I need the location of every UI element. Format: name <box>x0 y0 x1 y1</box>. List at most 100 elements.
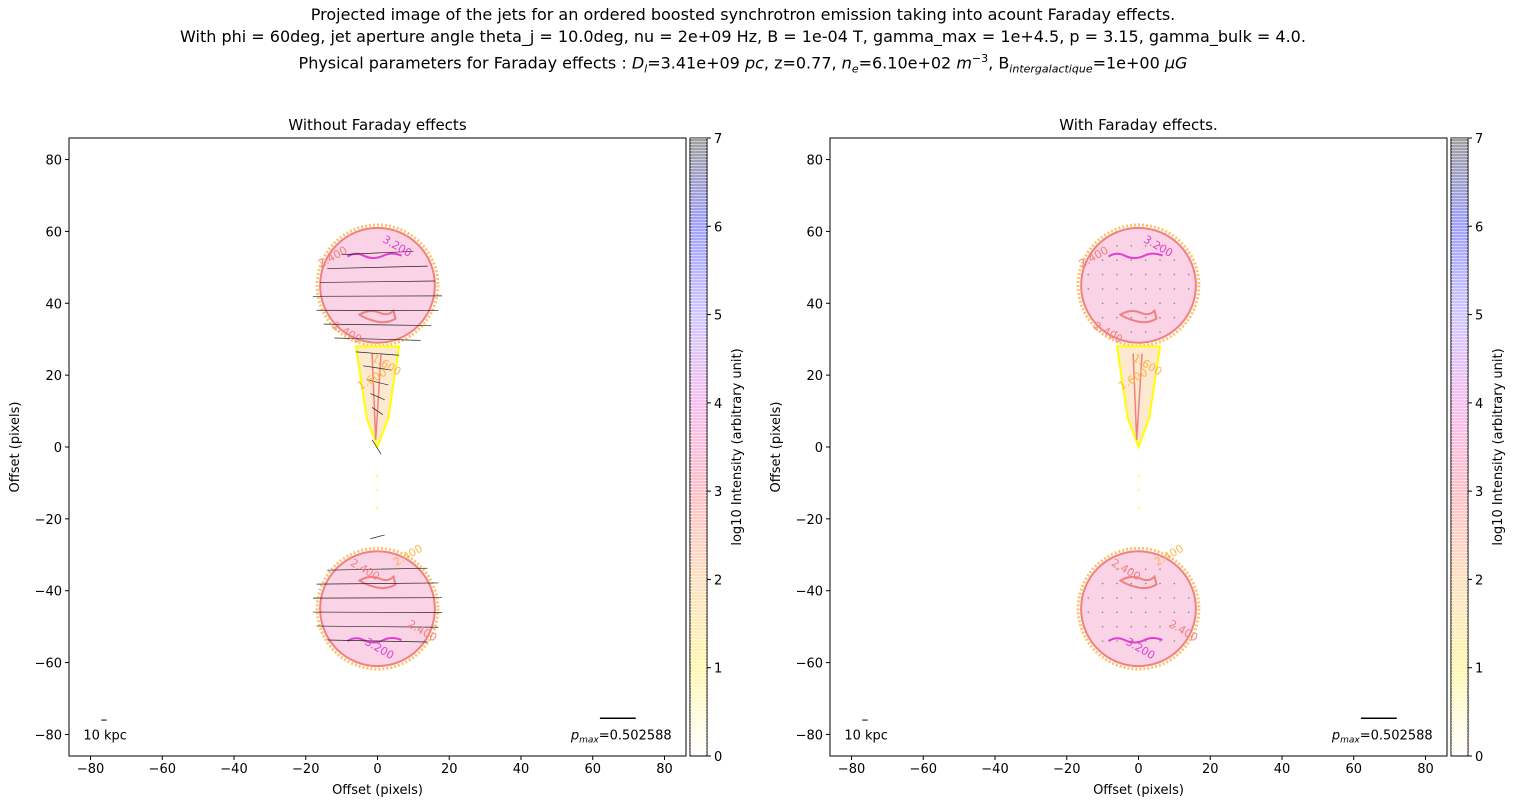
y-tick-label: −40 <box>35 585 62 600</box>
polarization-dot <box>1116 582 1118 585</box>
polarization-vector <box>334 337 421 341</box>
polarization-dot <box>1159 316 1161 319</box>
polarization-dot <box>1144 273 1147 276</box>
polarization-vector <box>320 280 435 283</box>
x-tick-label: −80 <box>838 762 865 777</box>
polarization-dot <box>1144 582 1147 585</box>
polarization-dot <box>1159 568 1161 570</box>
colorbar-tick-label: 2 <box>1475 573 1483 588</box>
polarization-dot <box>1101 316 1104 319</box>
polarization-dot <box>1187 611 1190 614</box>
x-tick-label: 40 <box>513 762 530 777</box>
polarization-dot <box>1144 568 1147 570</box>
polarization-dot <box>1144 640 1147 642</box>
title-line-1: Projected image of the jets for an order… <box>310 5 1176 24</box>
contour-inner-lower <box>357 574 397 590</box>
polarization-dot <box>1130 316 1133 319</box>
polarization-vector <box>327 639 428 643</box>
polarization-dot <box>1116 331 1118 333</box>
colorbar-tick-label: 4 <box>1475 397 1483 412</box>
y-tick-label: −80 <box>35 728 62 743</box>
lobe-lower <box>319 550 436 668</box>
polarization-dot <box>1130 273 1133 276</box>
polarization-dot <box>1101 597 1104 599</box>
y-axis-label: Offset (pixels) <box>769 402 784 493</box>
colorbar-hatch <box>1451 138 1468 756</box>
x-tick-label: 20 <box>1202 762 1219 777</box>
lobe-upper-halo <box>1076 223 1201 348</box>
polarization-dot <box>1116 316 1118 319</box>
scale-bar-label: 10 kpc <box>83 728 127 743</box>
y-tick-label: 80 <box>45 154 62 169</box>
polarization-dot <box>1173 259 1176 261</box>
polarization-vector <box>316 582 439 585</box>
polarization-dot <box>1187 288 1190 290</box>
polarization-dot <box>1130 625 1133 628</box>
jet-inner-contour <box>371 353 382 440</box>
polarization-dot <box>1159 288 1161 290</box>
y-tick-label: −60 <box>35 657 62 672</box>
contour-inner-upper <box>357 308 397 324</box>
colorbar-tick-label: 6 <box>714 220 722 235</box>
x-tick-label: −40 <box>981 762 1008 777</box>
y-tick-label: −40 <box>796 585 823 600</box>
polarization-dot <box>1159 273 1161 276</box>
y-axis-label: Offset (pixels) <box>8 402 23 493</box>
polarization-dot <box>1173 302 1176 305</box>
lobe-lower-halo <box>315 546 440 671</box>
contour-cap-lower <box>346 637 402 644</box>
counterjet-dot <box>1137 506 1140 510</box>
y-tick-label: 80 <box>806 154 823 169</box>
x-tick-label: −20 <box>292 762 319 777</box>
jet-cone <box>1115 345 1162 450</box>
pmax-label: pmax=0.502588 <box>1331 728 1433 745</box>
polarization-dot <box>1144 625 1147 628</box>
polarization-dot <box>1101 259 1104 261</box>
polarization-dot <box>1116 611 1118 614</box>
x-tick-label: −60 <box>149 762 176 777</box>
colorbar-tick-label: 2 <box>714 573 722 588</box>
polarization-dot <box>1130 568 1133 570</box>
contour-cap-lower <box>1107 637 1163 644</box>
polarization-dot <box>1116 244 1118 247</box>
polarization-dot <box>1130 288 1133 290</box>
polarization-dot <box>1087 611 1090 614</box>
y-tick-label: −20 <box>796 513 823 528</box>
colorbar-tick-label: 6 <box>1475 220 1483 235</box>
y-tick-label: −60 <box>796 657 823 672</box>
polarization-dot <box>1101 582 1104 585</box>
x-tick-label: −80 <box>77 762 104 777</box>
polarization-dot <box>1087 273 1090 276</box>
x-tick-label: −60 <box>910 762 937 777</box>
lobe-upper-halo <box>315 223 440 348</box>
polarization-vector <box>370 534 385 540</box>
polarization-vector <box>323 323 432 326</box>
pmax-label: pmax=0.502588 <box>570 728 672 745</box>
colorbar-tick-label: 1 <box>1475 662 1483 677</box>
x-tick-label: −20 <box>1053 762 1080 777</box>
polarization-dot <box>1101 640 1104 642</box>
polarization-vector <box>355 351 400 356</box>
y-tick-label: 20 <box>45 369 62 384</box>
colorbar-tick-label: 5 <box>714 309 722 324</box>
polarization-dot <box>1173 597 1176 599</box>
polarization-dot <box>1159 244 1161 247</box>
panel-2: 2.400 3.2002.4001.6001.6002.4002.4003.200… <box>769 116 1506 798</box>
x-axis-label: Offset (pixels) <box>332 783 423 798</box>
colorbar-label: log10 Intensity (arbitrary unit) <box>730 348 745 545</box>
y-tick-label: 0 <box>54 441 62 456</box>
title-line-2: With phi = 60deg, jet aperture angle the… <box>180 27 1306 46</box>
x-axis-label: Offset (pixels) <box>1093 783 1184 798</box>
polarization-dot <box>1144 316 1147 319</box>
polarization-dot <box>1130 331 1133 333</box>
polarization-dot <box>1144 331 1147 333</box>
polarization-dot <box>1144 244 1147 247</box>
polarization-dot <box>1087 597 1090 599</box>
polarization-dot <box>1144 288 1147 290</box>
polarization-vector <box>316 625 439 628</box>
polarization-dot <box>1173 273 1176 276</box>
polarization-dot <box>1130 611 1133 614</box>
polarization-dot <box>1159 625 1161 628</box>
polarization-dot <box>1116 640 1118 642</box>
y-tick-label: −20 <box>35 513 62 528</box>
